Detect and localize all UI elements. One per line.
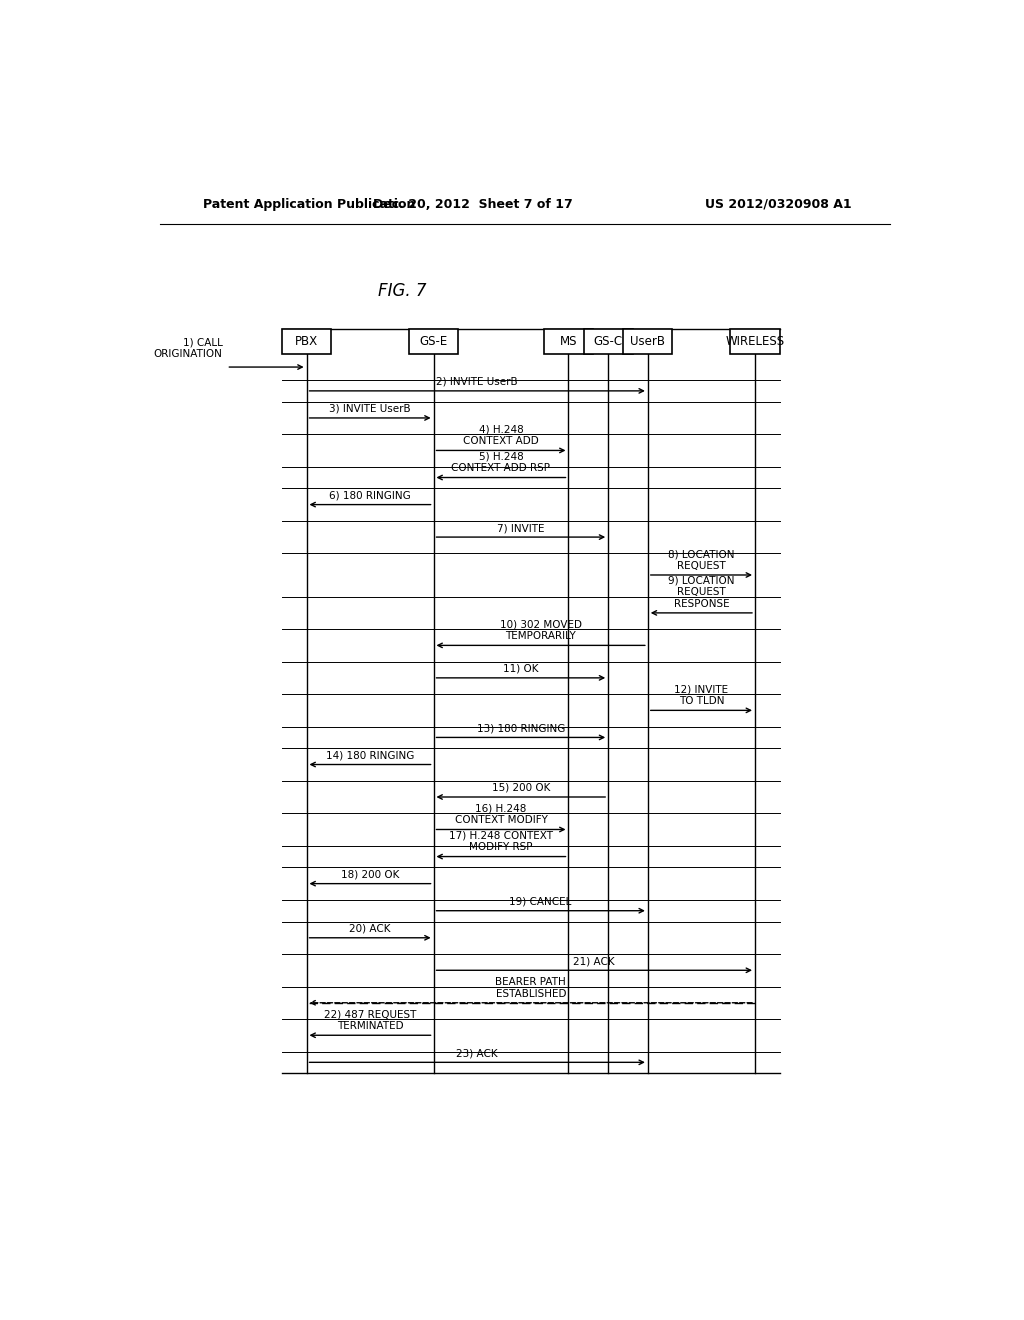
Text: 1) CALL
ORIGINATION: 1) CALL ORIGINATION (154, 338, 222, 359)
Text: US 2012/0320908 A1: US 2012/0320908 A1 (706, 198, 852, 211)
Text: BEARER PATH
ESTABLISHED: BEARER PATH ESTABLISHED (496, 977, 566, 999)
Text: 19) CANCEL: 19) CANCEL (510, 896, 571, 907)
Text: GS-E: GS-E (420, 335, 447, 348)
Text: 2) INVITE UserB: 2) INVITE UserB (436, 376, 518, 387)
Text: 14) 180 RINGING: 14) 180 RINGING (326, 751, 415, 760)
Text: 3) INVITE UserB: 3) INVITE UserB (330, 404, 411, 414)
Text: FIG. 7: FIG. 7 (378, 281, 426, 300)
Text: 15) 200 OK: 15) 200 OK (492, 783, 550, 793)
Text: 11) OK: 11) OK (503, 664, 539, 673)
Bar (544, 329, 593, 354)
Text: WIRELESS: WIRELESS (725, 335, 784, 348)
Text: 17) H.248 CONTEXT
MODIFY RSP: 17) H.248 CONTEXT MODIFY RSP (449, 830, 553, 853)
Text: GS-C: GS-C (594, 335, 623, 348)
Text: Patent Application Publication: Patent Application Publication (204, 198, 416, 211)
Bar (282, 329, 331, 354)
Text: 10) 302 MOVED
TEMPORARILY: 10) 302 MOVED TEMPORARILY (500, 619, 582, 642)
Text: 4) H.248
CONTEXT ADD: 4) H.248 CONTEXT ADD (463, 425, 539, 446)
Text: 8) LOCATION
REQUEST: 8) LOCATION REQUEST (668, 549, 734, 572)
Text: 20) ACK: 20) ACK (349, 924, 391, 933)
Text: UserB: UserB (631, 335, 666, 348)
Text: MS: MS (560, 335, 578, 348)
Bar (624, 329, 673, 354)
Text: 16) H.248
CONTEXT MODIFY: 16) H.248 CONTEXT MODIFY (455, 804, 548, 825)
Text: 12) INVITE
TO TLDN: 12) INVITE TO TLDN (675, 685, 728, 706)
Text: 7) INVITE: 7) INVITE (497, 523, 545, 533)
Text: 23) ACK: 23) ACK (457, 1048, 498, 1059)
Text: Dec. 20, 2012  Sheet 7 of 17: Dec. 20, 2012 Sheet 7 of 17 (374, 198, 573, 211)
Text: 22) 487 REQUEST
TERMINATED: 22) 487 REQUEST TERMINATED (324, 1010, 416, 1031)
Text: 6) 180 RINGING: 6) 180 RINGING (329, 491, 411, 500)
Bar (409, 329, 458, 354)
Text: PBX: PBX (295, 335, 318, 348)
Text: 5) H.248
CONTEXT ADD RSP: 5) H.248 CONTEXT ADD RSP (452, 451, 551, 474)
Bar (584, 329, 633, 354)
Text: 13) 180 RINGING: 13) 180 RINGING (476, 723, 565, 734)
Bar (730, 329, 779, 354)
Text: 9) LOCATION
REQUEST
RESPONSE: 9) LOCATION REQUEST RESPONSE (668, 576, 734, 609)
Text: 21) ACK: 21) ACK (573, 956, 615, 966)
Text: 18) 200 OK: 18) 200 OK (341, 870, 399, 879)
